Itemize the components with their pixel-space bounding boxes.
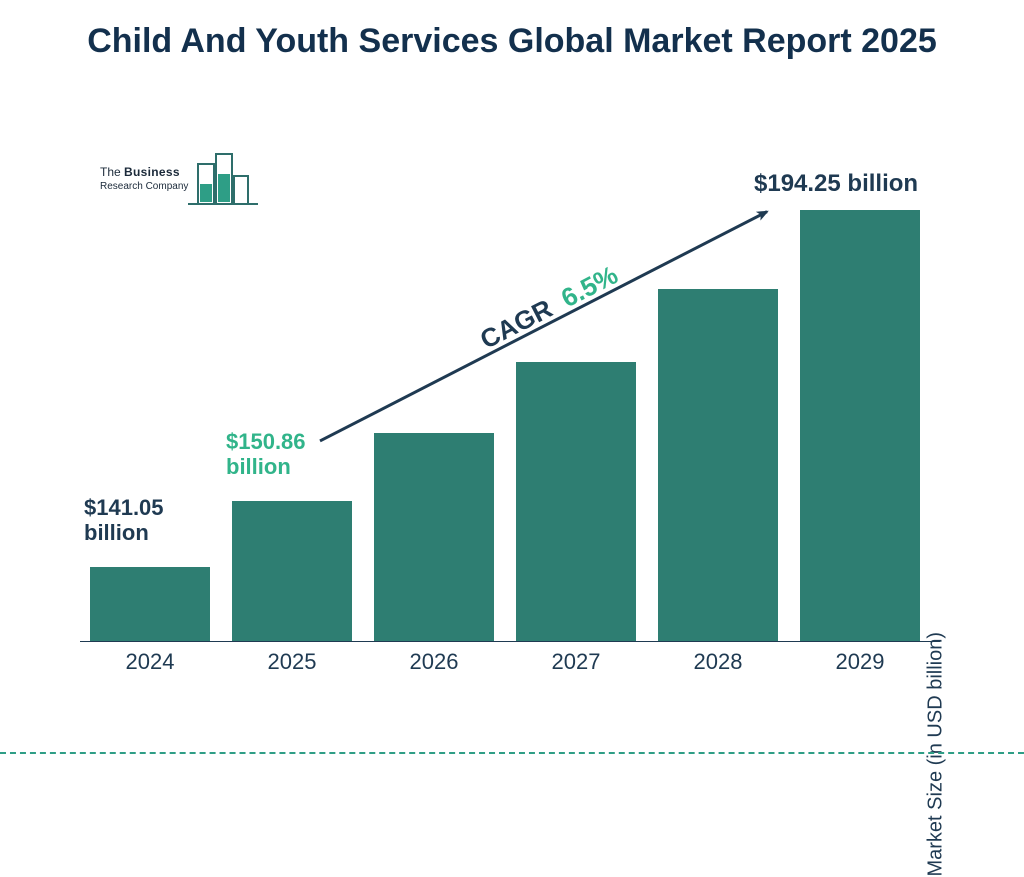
- callout-2024: $141.05 billion: [84, 495, 164, 546]
- chart-area: Market Size (in USD billion) 20242025202…: [80, 140, 940, 680]
- chart-container: Child And Youth Services Global Market R…: [0, 0, 1024, 768]
- bar: [800, 210, 920, 641]
- bar: [658, 289, 778, 642]
- x-tick-label: 2024: [80, 649, 220, 675]
- x-tick-label: 2026: [364, 649, 504, 675]
- callout-2025-value: $150.86: [226, 429, 306, 454]
- bar: [232, 501, 352, 641]
- x-axis-baseline: [80, 641, 940, 642]
- bars-group: 202420252026202720282029: [80, 171, 940, 641]
- bottom-divider: [0, 752, 1024, 754]
- bar: [374, 433, 494, 641]
- callout-2029: $194.25 billion: [754, 170, 918, 198]
- bar: [90, 567, 210, 641]
- callout-2029-text: $194.25 billion: [754, 170, 918, 197]
- callout-2025: $150.86 billion: [226, 429, 306, 480]
- chart-title: Child And Youth Services Global Market R…: [0, 22, 1024, 61]
- x-tick-label: 2028: [648, 649, 788, 675]
- x-tick-label: 2027: [506, 649, 646, 675]
- callout-2024-unit: billion: [84, 520, 149, 545]
- bar: [516, 362, 636, 641]
- x-tick-label: 2025: [222, 649, 362, 675]
- callout-2024-value: $141.05: [84, 495, 164, 520]
- callout-2025-unit: billion: [226, 454, 291, 479]
- x-tick-label: 2029: [790, 649, 930, 675]
